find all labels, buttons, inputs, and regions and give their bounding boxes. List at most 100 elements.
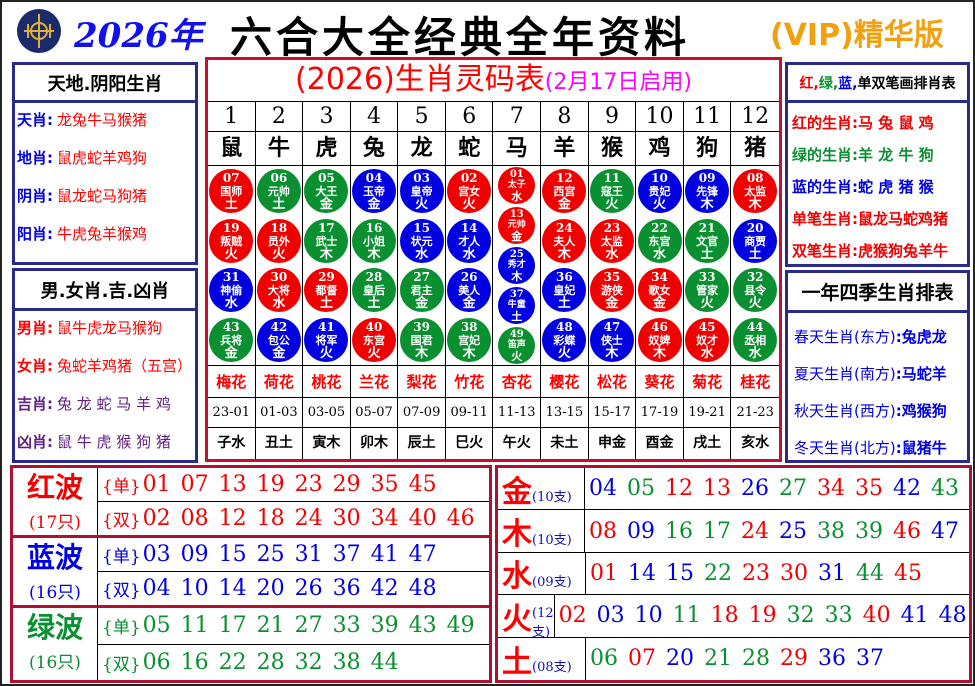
number-ball: 39 国君木 bbox=[399, 318, 444, 363]
element-number: 07 bbox=[628, 646, 656, 672]
wave-label: 蓝波 (16只) bbox=[13, 538, 98, 605]
column-number: 4 bbox=[350, 102, 399, 132]
element-number: 33 bbox=[824, 603, 853, 629]
element-numbers: 01 14 15 22 23 30 31 44 45 bbox=[586, 553, 969, 594]
wave-label: 红波 (17只) bbox=[13, 468, 98, 535]
ball-element: 土 bbox=[700, 246, 714, 262]
wave-number: 18 bbox=[256, 506, 285, 531]
hour-range: 01-03 bbox=[255, 398, 304, 428]
list-item: 男肖: 鼠牛虎龙马猴狗 bbox=[17, 317, 195, 355]
wave-number: 35 bbox=[370, 472, 399, 497]
earthly-branch: 卯木 bbox=[351, 428, 399, 459]
wave-number: 38 bbox=[332, 649, 361, 675]
item-value: 兔 龙 蛇 马 羊 鸡 bbox=[57, 395, 171, 413]
ball-number: 44 bbox=[746, 320, 764, 335]
ball-title: 国君 bbox=[410, 334, 433, 348]
ball-element: 金 bbox=[224, 346, 238, 362]
zodiac-name: 虎 bbox=[303, 132, 351, 166]
element-number: 28 bbox=[742, 646, 770, 672]
wave-label: 绿波 (16只) bbox=[13, 608, 98, 680]
element-numbers: 04 05 12 13 26 27 34 35 42 43 bbox=[585, 468, 969, 509]
wave-number: 46 bbox=[446, 506, 475, 531]
number-ball: 05 大王金 bbox=[304, 168, 349, 213]
ball-number: 21 bbox=[698, 220, 716, 235]
title-part: 绿, bbox=[818, 75, 839, 92]
list-item: 冬天生肖(北方):鼠猪牛 bbox=[794, 430, 967, 467]
item-key: 阳肖: bbox=[17, 225, 53, 243]
ball-title: 皇帝 bbox=[410, 184, 433, 198]
ball-title: 元帅 bbox=[267, 184, 290, 198]
wave-name: 蓝波 bbox=[26, 541, 83, 574]
item-key: 春天生肖(东方) bbox=[794, 328, 896, 346]
item-key: 女肖: bbox=[17, 357, 53, 375]
element-number: 21 bbox=[704, 646, 732, 672]
element-number: 29 bbox=[780, 646, 808, 672]
item-value: 羊 龙 牛 狗 bbox=[858, 146, 934, 164]
ball-element: 火 bbox=[272, 246, 286, 262]
panel-title: 天地.阴阳生肖 bbox=[15, 65, 195, 103]
element-count: (12支) bbox=[532, 605, 554, 640]
ball-cell: 02 宫女火 14 才人水 26 美人金 38 宫妃木 bbox=[445, 166, 494, 366]
element-label: 水 (09支) bbox=[498, 552, 586, 595]
number-ball: 25 秀才木 bbox=[498, 246, 536, 284]
ball-element: 水 bbox=[511, 190, 523, 204]
ball-element: 木 bbox=[605, 346, 619, 362]
number-ball: 27 君主金 bbox=[399, 268, 444, 313]
number-ball: 11 寇王火 bbox=[589, 168, 634, 213]
wave-number: 22 bbox=[218, 649, 247, 675]
ball-number: 38 bbox=[460, 320, 478, 335]
element-number: 05 bbox=[627, 476, 655, 502]
ball-element: 木 bbox=[557, 246, 571, 262]
ball-number: 49 bbox=[509, 328, 524, 340]
ball-title: 牛童 bbox=[507, 299, 526, 310]
ball-number: 12 bbox=[556, 170, 573, 185]
ball-title: 东宫 bbox=[363, 334, 386, 348]
ball-cell: 11 寇王火 23 太监水 35 游侠金 47 侠士木 bbox=[588, 166, 637, 366]
ball-element: 木 bbox=[367, 246, 381, 262]
ball-element: 金 bbox=[511, 230, 523, 244]
number-ball: 03 皇帝火 bbox=[399, 168, 444, 213]
number-ball: 22 东宫水 bbox=[637, 218, 682, 263]
flower-name: 樱花 bbox=[541, 366, 589, 398]
number-ball: 24 夫人木 bbox=[542, 218, 587, 263]
ball-number: 35 bbox=[603, 270, 621, 285]
ball-number: 29 bbox=[318, 270, 335, 285]
column-number: 11 bbox=[683, 102, 732, 132]
ball-number: 22 bbox=[651, 220, 668, 235]
ball-number: 36 bbox=[556, 270, 573, 285]
vip-label: (VIP)精华版 bbox=[770, 18, 944, 53]
element-number: 03 bbox=[596, 603, 625, 629]
element-row: 木 (10支) 08 09 16 17 24 25 38 39 46 47 bbox=[498, 510, 969, 553]
number-ball: 08 太监木 bbox=[733, 168, 778, 213]
element-name: 土 bbox=[502, 644, 532, 680]
hour-range: 05-07 bbox=[350, 398, 399, 428]
ball-number: 06 bbox=[270, 170, 288, 185]
parity-label: {单} bbox=[102, 618, 141, 639]
element-name: 水 bbox=[502, 559, 532, 595]
item-value: 蛇 虎 猪 猴 bbox=[858, 178, 934, 196]
ball-title: 叛贼 bbox=[220, 234, 243, 248]
item-key: 阴肖: bbox=[17, 187, 53, 205]
hour-range: 11-13 bbox=[493, 398, 542, 428]
flower-name: 兰花 bbox=[350, 366, 399, 398]
ball-number: 26 bbox=[460, 270, 478, 285]
ball-element: 金 bbox=[415, 296, 429, 312]
ball-title: 奴婢 bbox=[648, 334, 671, 348]
item-key: 双笔生肖: bbox=[792, 242, 858, 260]
element-number: 09 bbox=[627, 518, 655, 544]
wave-number: 29 bbox=[332, 472, 361, 497]
element-number: 30 bbox=[780, 560, 808, 586]
zodiac-name: 鼠 bbox=[208, 132, 256, 166]
wave-count: (16只) bbox=[29, 583, 81, 603]
wave-row: {单} 01 07 13 19 23 29 35 45 bbox=[98, 468, 489, 502]
column-number: 5 bbox=[398, 102, 446, 132]
ball-title: 彩蝶 bbox=[553, 334, 576, 348]
list-item: 蓝的生肖:蛇 虎 猪 猴 bbox=[792, 171, 967, 203]
ball-number: 33 bbox=[698, 270, 716, 285]
element-number: 13 bbox=[703, 476, 731, 502]
ball-number: 46 bbox=[651, 320, 668, 335]
element-number: 15 bbox=[666, 560, 694, 586]
ball-number: 01 bbox=[509, 169, 524, 181]
column-number: 10 bbox=[636, 102, 684, 132]
ball-element: 土 bbox=[224, 196, 238, 212]
